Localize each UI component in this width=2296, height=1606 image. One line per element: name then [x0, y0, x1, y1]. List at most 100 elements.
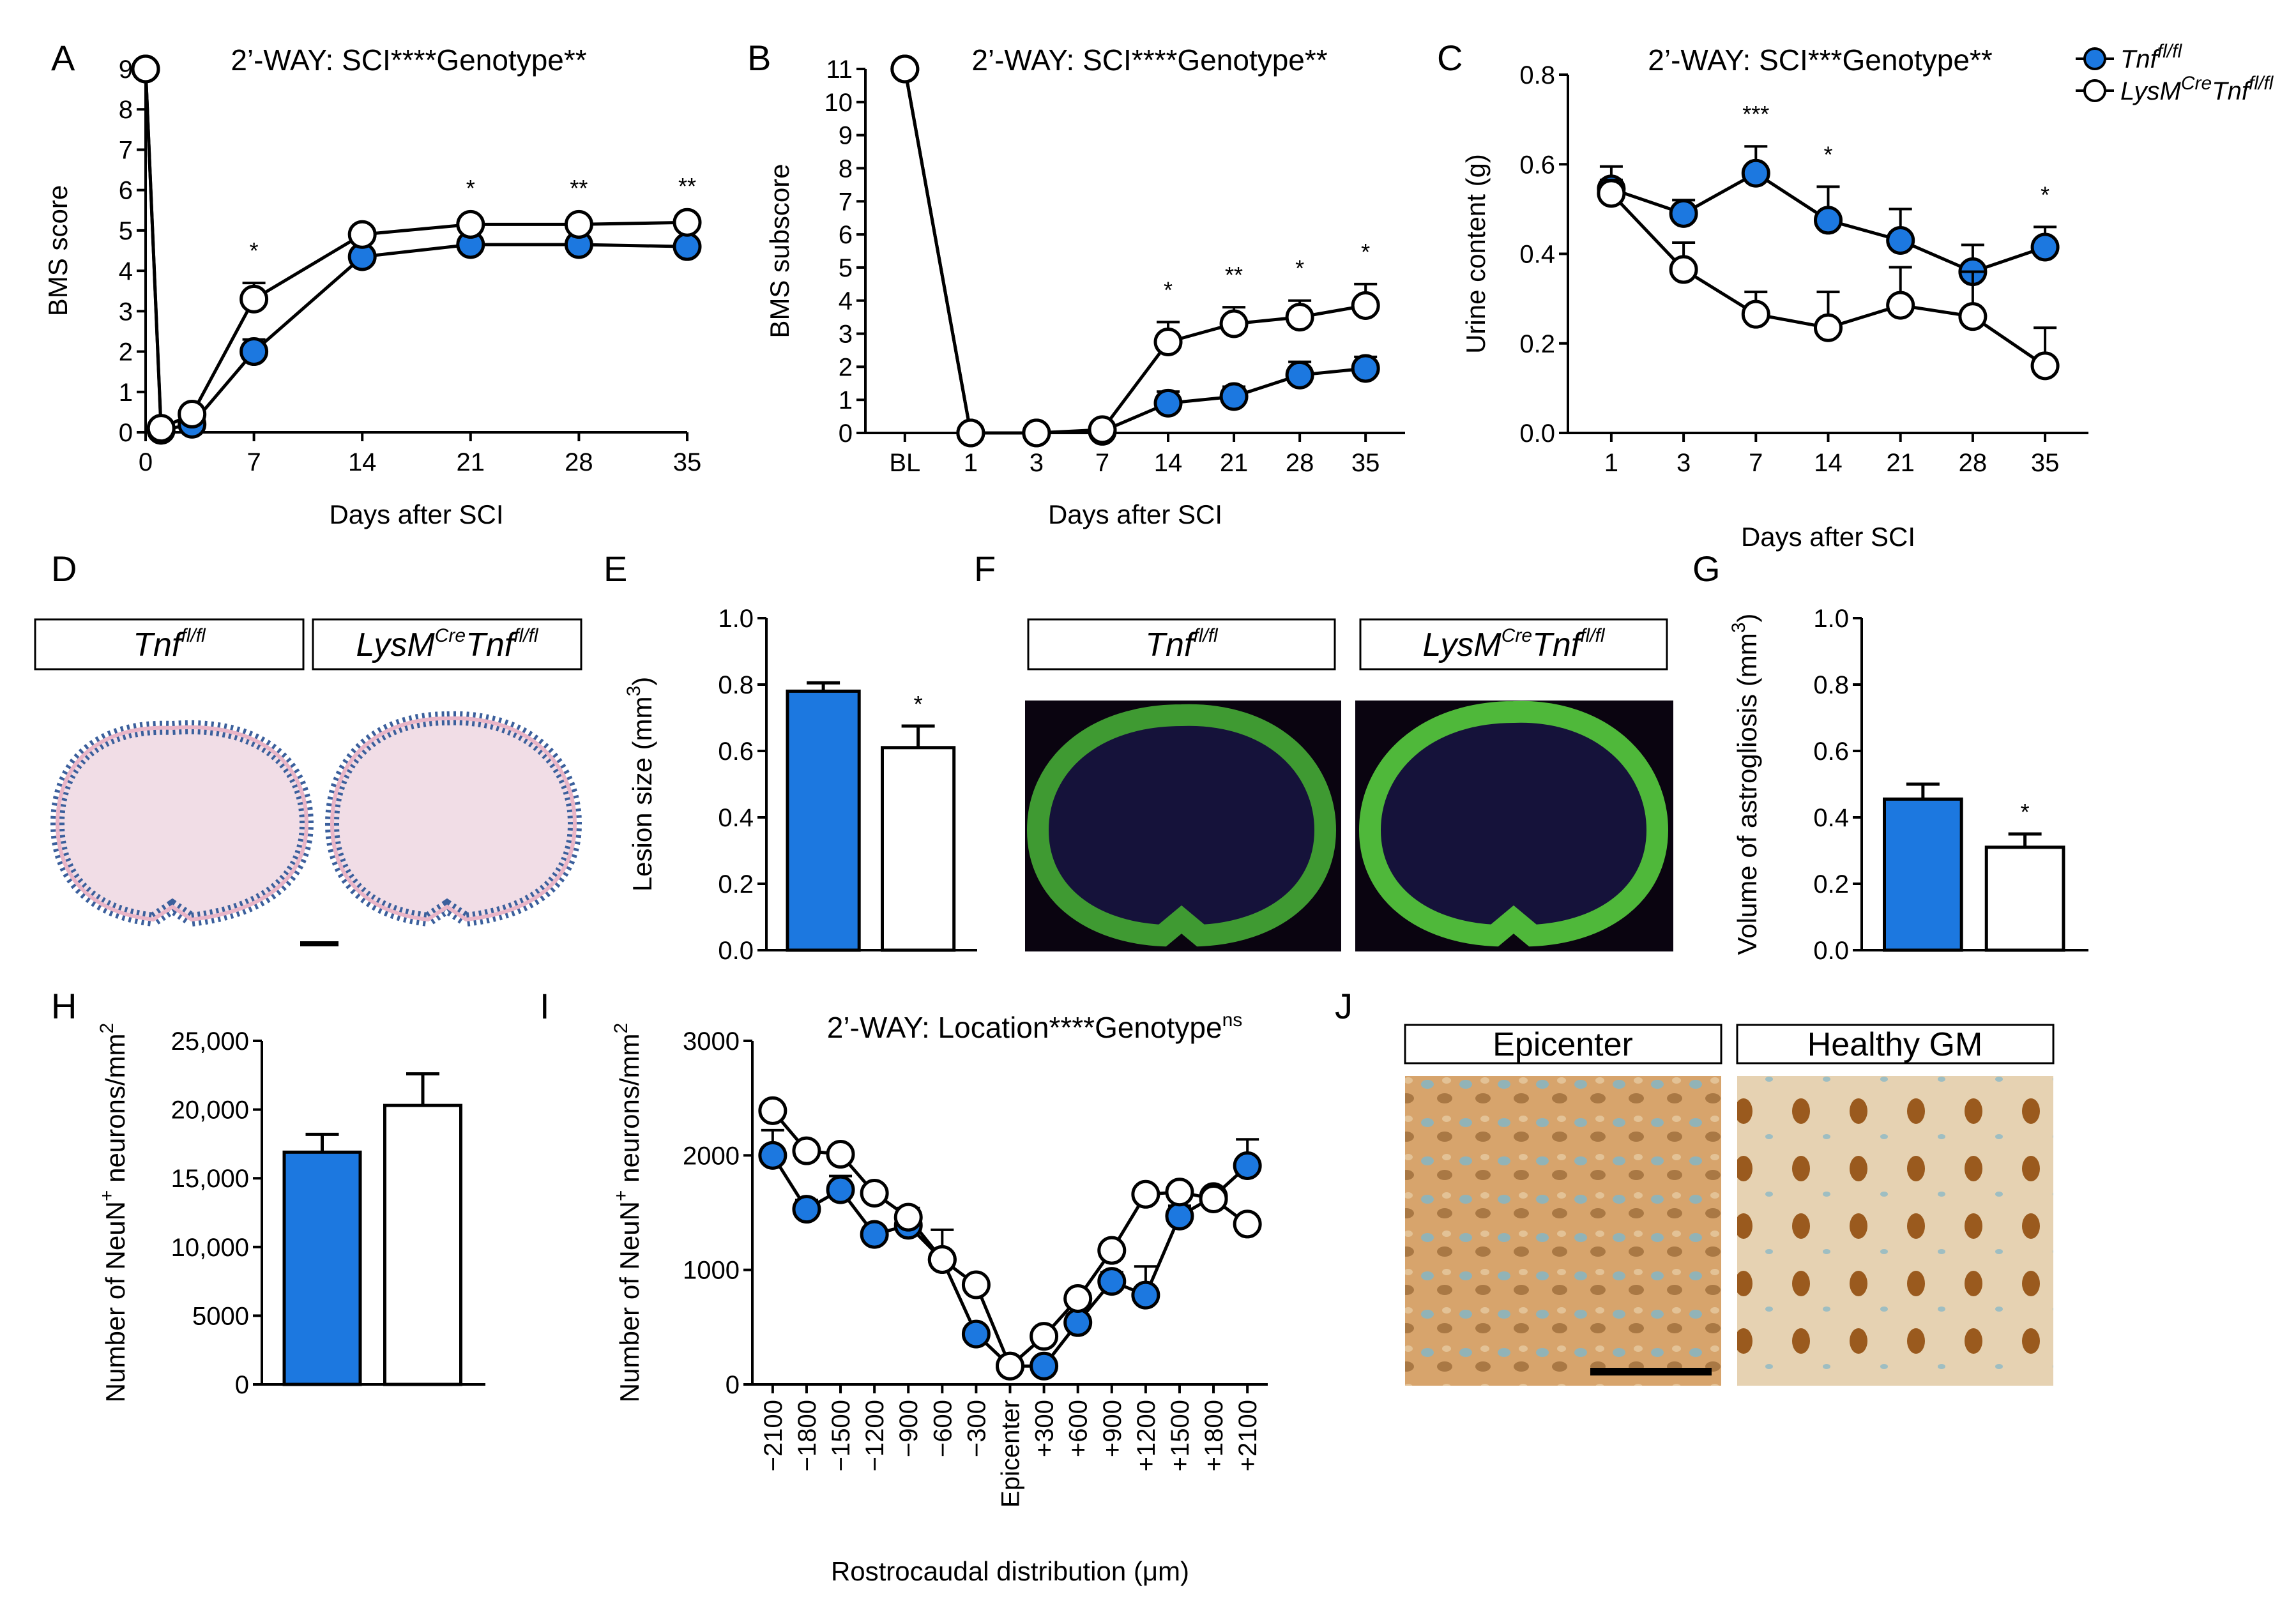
i-xtick-label: −1800	[793, 1400, 821, 1471]
chart-a: 0 1 2 3 4 5 6 7 8 9 0 7 14 21 28 35 2’-WAY: SCI****Genot…	[43, 43, 702, 529]
micrograph-healthy-gm	[1737, 1076, 2053, 1386]
e-ylabel: Lesion size (mm3)	[623, 677, 657, 891]
i-point-lysm	[826, 1140, 855, 1169]
i-ytick-label: 2000	[683, 1142, 740, 1170]
b-ytick-label: 5	[839, 254, 853, 282]
a-xtick-label: 14	[348, 448, 377, 476]
label-lysm-f: LysMCreTnffl/fl	[1422, 625, 1605, 663]
e-ytick-label: 0.8	[718, 671, 754, 699]
b-xtick-label: BL	[889, 449, 920, 477]
c-point-lysm	[1886, 291, 1915, 320]
a-significance: **	[570, 175, 588, 201]
g-ylabel: Volume of astrogliosis (mm3)	[1728, 614, 1762, 955]
b-point-lysm	[1285, 303, 1314, 332]
i-xtick-label: +300	[1031, 1400, 1059, 1457]
e-ytick-label: 0.4	[718, 804, 754, 832]
i-xtick-label: +900	[1099, 1400, 1127, 1457]
panel-label-i: I	[540, 986, 550, 1026]
c-point-tnf	[1669, 199, 1698, 228]
c-ytick-label: 0.2	[1519, 330, 1555, 358]
panel-label-d: D	[51, 549, 77, 589]
h-ylabel-part: Number of NeuN	[100, 1201, 130, 1402]
c-ytick-label: 0.6	[1519, 151, 1555, 179]
g-significance: *	[2021, 799, 2030, 825]
label-box-healthy-gm	[1736, 1024, 2055, 1064]
c-ylabel: Urine content (g)	[1461, 154, 1491, 354]
i-point-lysm	[1063, 1284, 1093, 1313]
label-box-lysm-f	[1359, 618, 1668, 670]
e-ylabel-part: 3	[623, 686, 644, 697]
panel-label-j: J	[1335, 986, 1353, 1026]
i-point-lysm	[860, 1179, 889, 1208]
c-significance: *	[1823, 141, 1832, 167]
label-lysm-d: LysMCreTnffl/fl	[356, 625, 538, 663]
i-point-tnf	[1030, 1351, 1059, 1381]
a-ytick-label: 3	[119, 298, 133, 326]
label-box-tnf-f	[1027, 618, 1336, 670]
c-xtick-label: 14	[1814, 449, 1843, 477]
i-title-text: 2’-WAY: Location****Genotype	[827, 1011, 1222, 1044]
chart-i: 0 1000 2000 3000 −2100 −1800 −1500 −1200 −900 −60…	[611, 1010, 1268, 1586]
spinal-cord-section-lysm	[324, 711, 582, 927]
a-significance: **	[678, 173, 696, 199]
b-title: 2’-WAY: SCI****Genotype**	[971, 43, 1327, 77]
c-point-tnf	[2030, 232, 2060, 262]
i-point-tnf	[1165, 1201, 1194, 1231]
i-point-lysm	[893, 1202, 923, 1232]
panel-d-histology: Tnffl/fl LysMCreTnffl/fl	[34, 618, 582, 946]
c-xtick-label: 21	[1886, 449, 1915, 477]
panel-j-microscopy: Epicenter Healthy GM	[1404, 1024, 2055, 1386]
panel-label-b: B	[747, 38, 771, 78]
i-xtick-label: −900	[895, 1400, 923, 1457]
b-xtick-label: 35	[1351, 449, 1380, 477]
legend-label-lysm: LysMCreTnffl/fl	[2120, 73, 2274, 105]
c-xlabel: Days after SCI	[1741, 522, 1915, 552]
b-point-lysm	[1219, 309, 1249, 338]
c-point-lysm	[1958, 302, 1988, 331]
b-ytick-label: 6	[839, 221, 853, 249]
b-point-tnf	[1219, 382, 1249, 411]
c-title: 2’-WAY: SCI***Genotype**	[1648, 43, 1993, 77]
b-ytick-label: 7	[839, 188, 853, 216]
panel-label-c: C	[1437, 38, 1463, 78]
b-ytick-label: 8	[839, 155, 853, 183]
a-point-lysm	[178, 400, 207, 429]
c-point-lysm	[1669, 255, 1698, 284]
c-point-tnf	[1886, 225, 1915, 255]
c-ylabel-part: Urine content (g)	[1461, 154, 1491, 354]
c-xtick-label: 1	[1604, 449, 1618, 477]
a-ylabel-part: BMS score	[43, 185, 73, 316]
i-title-sup: ns	[1222, 1010, 1243, 1031]
b-significance: **	[1225, 262, 1243, 288]
b-title-text: 2’-WAY: SCI****Genotype**	[971, 43, 1327, 77]
fluorescence-section-tnf	[1026, 704, 1337, 947]
label-box-tnf-d	[34, 618, 305, 670]
a-title-text: 2’-WAY: SCI****Genotype**	[231, 43, 586, 77]
chart-g: 0.0 0.2 0.4 0.6 0.8 1.0 Volume of astrogliosis…	[1728, 605, 2088, 965]
panel-label-g: G	[1692, 549, 1721, 589]
i-ytick-label: 1000	[683, 1257, 740, 1285]
i-ytick-label: 0	[726, 1371, 740, 1399]
a-point-tnf	[239, 337, 269, 367]
label-box-epicenter	[1404, 1024, 1722, 1064]
h-ylabel-part: neurons/mm	[100, 1033, 130, 1190]
h-ytick-label: 20,000	[171, 1096, 249, 1125]
i-xtick-label: −1500	[827, 1400, 855, 1471]
a-point-lysm	[673, 208, 702, 237]
c-point-lysm	[1741, 299, 1770, 329]
a-xlabel: Days after SCI	[329, 499, 503, 529]
a-xtick-label: 7	[247, 448, 261, 476]
b-xlabel: Days after SCI	[1048, 499, 1222, 529]
g-ytick-label: 0.8	[1813, 671, 1849, 699]
b-point-lysm	[1351, 291, 1380, 320]
b-significance: *	[1361, 239, 1370, 265]
h-bar-lysm	[383, 1103, 462, 1386]
e-ytick-label: 0.6	[718, 738, 754, 766]
a-ytick-label: 7	[119, 136, 133, 164]
b-ytick-label: 9	[839, 122, 853, 150]
i-ytick-label: 3000	[683, 1027, 740, 1056]
a-point-lysm	[347, 220, 377, 249]
b-ytick-label: 10	[825, 89, 853, 117]
i-point-lysm	[1097, 1236, 1127, 1265]
a-xtick-label: 0	[139, 448, 153, 476]
